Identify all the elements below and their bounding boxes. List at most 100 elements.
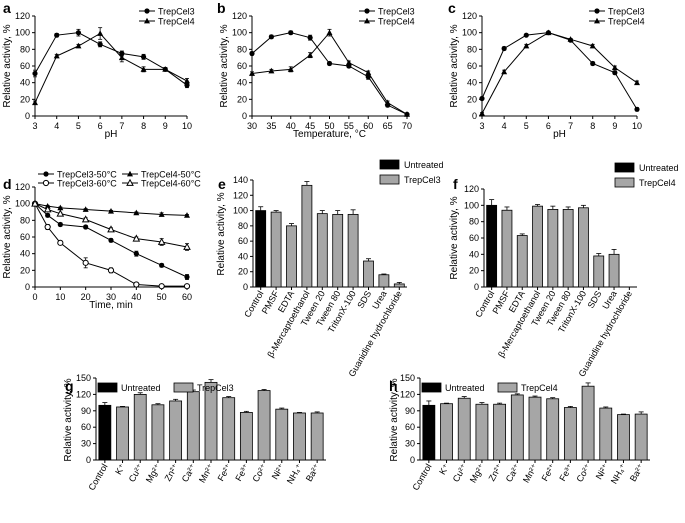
- x-tick-label: Fe³⁺: [557, 462, 575, 483]
- bar: [151, 404, 165, 461]
- data-point: [57, 239, 64, 246]
- legend-label: TrepCel4-50°C: [141, 170, 201, 180]
- x-tick-label: 4: [54, 121, 59, 131]
- x-axis-label: pH: [553, 129, 566, 140]
- data-point: [590, 60, 596, 67]
- bar: [608, 253, 620, 288]
- x-tick-label: 3: [479, 121, 484, 131]
- legend-marker: [364, 8, 370, 14]
- bar: [528, 396, 542, 461]
- y-tick-label: 60: [469, 233, 479, 243]
- y-tick-label: 100: [232, 28, 247, 38]
- x-tick-label: Co²⁺: [251, 462, 269, 484]
- bar: [475, 403, 489, 461]
- data-point: [31, 199, 39, 207]
- bar: [563, 407, 577, 461]
- x-tick-label: Ni²⁺: [270, 462, 287, 481]
- panel-letter: f: [453, 176, 458, 192]
- bar: [486, 204, 498, 288]
- x-tick-label: Ni²⁺: [594, 462, 611, 481]
- y-axis-label: Relative activity, %: [449, 24, 460, 107]
- y-tick-label: 120: [400, 389, 415, 399]
- x-tick-label: Fe²⁺: [540, 462, 558, 483]
- legend-label: Untreated: [404, 160, 444, 170]
- x-tick-label: 40: [286, 121, 296, 131]
- data-point: [133, 209, 140, 216]
- y-tick-label: 0: [474, 282, 479, 292]
- x-tick-label: 8: [590, 121, 595, 131]
- data-point: [634, 106, 640, 112]
- legend-label: TrepCel4: [521, 383, 558, 393]
- legend-marker: [144, 8, 150, 14]
- x-tick-label: K⁺: [113, 462, 127, 477]
- data-point: [44, 223, 51, 231]
- bar: [440, 403, 453, 461]
- x-tick-label: Mg²⁺: [144, 462, 163, 485]
- y-axis-label: Relative activity, %: [449, 196, 460, 279]
- bar: [255, 210, 267, 288]
- y-tick-label: 80: [20, 44, 30, 54]
- bar: [222, 397, 236, 461]
- x-tick-label: Fe³⁺: [233, 462, 251, 483]
- series-TrepCel4: [249, 28, 410, 117]
- data-point: [82, 259, 89, 266]
- x-tick-label: Ca²⁺: [504, 462, 522, 484]
- y-tick-label: 60: [467, 61, 477, 71]
- x-tick-label: 40: [131, 292, 141, 302]
- y-axis-label: Relative activity, %: [2, 24, 13, 107]
- y-tick-label: 150: [76, 373, 91, 383]
- x-tick-label: 10: [632, 121, 642, 131]
- x-tick-label: Control: [242, 289, 265, 319]
- legend-swatch: [173, 382, 194, 393]
- data-point: [81, 215, 90, 223]
- bar: [316, 213, 328, 288]
- legend-swatch: [421, 382, 442, 393]
- panel-letter: c: [448, 0, 456, 16]
- y-tick-label: 100: [15, 28, 30, 38]
- panel-a: a Relative activity, % 0 20 40 60 80 100 120 3 4 5 6…: [2, 0, 195, 140]
- bar: [599, 407, 613, 461]
- legend-marker: [43, 171, 49, 177]
- data-point: [133, 251, 139, 257]
- x-tick-label: Ba²⁺: [304, 462, 322, 483]
- data-point: [75, 30, 82, 36]
- bar: [617, 414, 630, 461]
- legend-swatch: [97, 382, 118, 393]
- y-tick-label: 150: [400, 373, 415, 383]
- data-point: [634, 79, 640, 86]
- series-line: [481, 32, 638, 114]
- x-tick-label: 20: [81, 292, 91, 302]
- bar: [133, 393, 147, 461]
- y-tick-label: 0: [86, 455, 91, 465]
- data-point: [132, 234, 141, 242]
- legend: Untreated TrepCel3: [97, 382, 234, 393]
- data-point: [157, 237, 166, 245]
- bar: [634, 413, 648, 461]
- data-point: [108, 207, 114, 214]
- bar: [422, 404, 436, 461]
- data-point: [32, 70, 38, 77]
- bars: Control K⁺ Cu²⁺Mg²⁺ Zn²⁺ Ca²⁺Mn²⁺ Fe²⁺ Fe³⁺ Co²…: [410, 382, 648, 492]
- series-line: [34, 32, 188, 86]
- data-point: [45, 212, 51, 218]
- x-tick-label: Co²⁺: [575, 462, 593, 484]
- legend-label: TrepCel3: [158, 7, 195, 17]
- data-point: [82, 206, 89, 212]
- data-point: [107, 267, 115, 274]
- legend-marker: [127, 170, 133, 177]
- x-tick-label: 5: [76, 121, 81, 131]
- y-tick-label: 40: [238, 251, 248, 261]
- x-tick-label: 0: [32, 292, 37, 302]
- legend-marker: [126, 178, 134, 186]
- y-tick-label: 120: [15, 11, 30, 21]
- x-tick-label: 55: [344, 121, 354, 131]
- panel-letter: a: [3, 0, 11, 16]
- legend-label: TrepCel4-60°C: [141, 179, 201, 189]
- bar: [275, 408, 289, 461]
- legend-label: TrepCel3: [378, 7, 415, 17]
